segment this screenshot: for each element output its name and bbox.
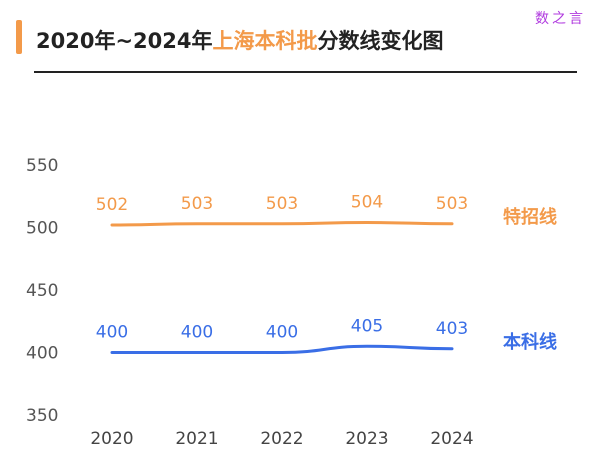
data-label: 503 xyxy=(181,194,213,214)
title-suffix: 分数线变化图 xyxy=(317,29,444,53)
y-tick-label: 400 xyxy=(26,344,58,364)
data-label: 400 xyxy=(266,323,298,343)
y-tick-label: 350 xyxy=(26,406,58,426)
x-tick-label: 2023 xyxy=(345,429,388,449)
y-tick-label: 550 xyxy=(26,156,58,176)
title-underline xyxy=(34,71,577,73)
data-label: 503 xyxy=(436,194,468,214)
title-highlight: 上海本科批 xyxy=(212,29,318,53)
title-prefix: 2020年~2024年 xyxy=(36,29,213,53)
series-line-1 xyxy=(110,220,454,227)
series-label: 特招线 xyxy=(503,206,557,228)
y-tick-label: 450 xyxy=(26,281,58,301)
x-tick-label: 2020 xyxy=(90,429,133,449)
series-line-2 xyxy=(110,344,454,355)
title-accent-bar xyxy=(16,20,22,54)
data-label: 503 xyxy=(266,194,298,214)
series-label: 本科线 xyxy=(503,331,557,353)
data-label: 400 xyxy=(181,323,213,343)
data-label: 403 xyxy=(436,319,468,339)
data-label: 405 xyxy=(351,316,383,336)
data-label: 400 xyxy=(96,323,128,343)
x-tick-label: 2021 xyxy=(175,429,218,449)
y-tick-label: 500 xyxy=(26,219,58,239)
data-label: 504 xyxy=(351,193,383,213)
x-tick-label: 2022 xyxy=(260,429,303,449)
watermark-logo: 数之言 xyxy=(535,11,586,27)
chart-title: 2020年~2024年上海本科批分数线变化图 xyxy=(36,25,444,55)
x-tick-label: 2024 xyxy=(430,429,473,449)
data-label: 502 xyxy=(96,195,128,215)
